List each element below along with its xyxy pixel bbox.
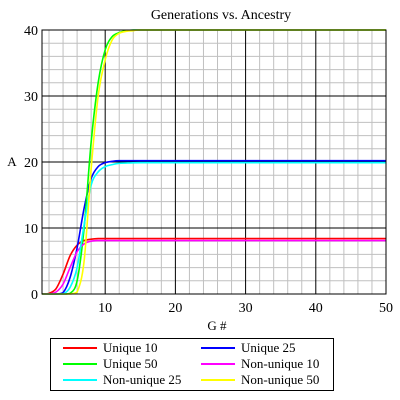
legend-swatch (63, 363, 97, 365)
x-tick-label: 40 (309, 301, 323, 316)
x-tick-label: 10 (98, 301, 112, 316)
x-axis-label: G # (207, 318, 227, 333)
y-tick-label: 10 (24, 222, 38, 237)
y-tick-label: 40 (24, 24, 38, 39)
series-line-3 (41, 239, 386, 295)
x-tick-label: 20 (168, 301, 182, 316)
x-tick-label: 30 (239, 301, 253, 316)
legend-label: Non-unique 25 (103, 372, 182, 387)
legend-item: Non-unique 50 (201, 372, 319, 388)
legend-item: Non-unique 25 (63, 372, 181, 388)
legend-label: Unique 10 (103, 340, 158, 355)
y-tick-label: 30 (24, 90, 38, 105)
y-tick-label: 0 (31, 288, 38, 303)
legend-item: Unique 10 (63, 340, 158, 356)
legend-item: Unique 50 (63, 356, 158, 372)
legend-label: Unique 50 (103, 356, 158, 371)
series-line-1 (41, 159, 386, 295)
legend-label: Unique 25 (241, 340, 296, 355)
x-tick-label: 50 (379, 301, 393, 316)
legend-swatch (63, 379, 97, 381)
legend-swatch (63, 347, 97, 349)
series-line-0 (41, 237, 386, 295)
chart-title: Generations vs. Ancestry (151, 8, 291, 23)
legend-label: Non-unique 50 (241, 372, 320, 387)
legend-item: Unique 25 (201, 340, 296, 356)
y-tick-label: 20 (24, 156, 38, 171)
legend-item: Non-unique 10 (201, 356, 319, 372)
y-axis-label: A (7, 154, 17, 169)
legend-swatch (201, 379, 235, 381)
legend-swatch (201, 363, 235, 365)
chart-legend: Unique 10 Unique 25 Unique 50 Non-unique 10… (50, 338, 334, 391)
tick-labels: 10 20 30 40 50 0 10 20 30 40 (24, 24, 393, 316)
legend-swatch (201, 347, 235, 349)
legend-label: Non-unique 10 (241, 356, 320, 371)
plot-border (41, 29, 387, 295)
